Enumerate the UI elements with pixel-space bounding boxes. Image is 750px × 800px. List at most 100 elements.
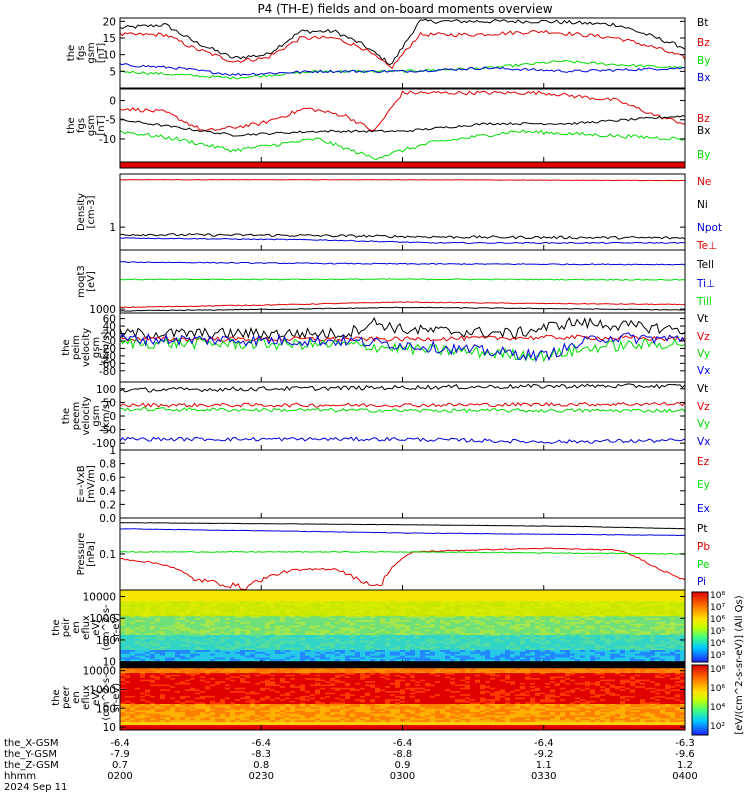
series-2-1 [120,90,685,132]
y-axis-label-line: gsm [91,405,102,426]
legend-entry-Pb: Pb [697,541,710,553]
ephemeris-value: -6.4 [110,738,130,749]
series-5-2 [120,334,685,342]
series-8-4 [120,528,685,537]
ephemeris-value: -6.4 [393,738,413,749]
ephemeris-value: -6.3 [675,738,695,749]
y-axis-label-line: [km/s] [101,331,112,363]
legend-entry-Bz: Bz [697,113,710,125]
legend-entry-Vx: Vx [697,365,710,377]
y-axis-label-line: velocity [81,396,92,435]
colorbar-tick: 10³ [710,651,725,661]
y-axis-label-line: [mV/m] [86,465,97,503]
series-6-1 [120,383,685,393]
y-axis-label-line: [nT] [96,43,107,63]
y-tick-label: 0.4 [99,486,116,498]
colorbar-tick: 10⁷ [710,603,725,613]
series-1-2 [120,29,685,70]
saturation-bar-frame [119,161,686,169]
y-axis-label-line: sr-eV) [111,613,122,642]
y-axis-label-line: the [66,117,77,133]
panel-7: 0.0 0.20.4 0.60.8 1 E=-VxB [mV/m] Ez Ey Ex [76,445,710,525]
y-tick-label: 5 [109,66,116,78]
colorbar-tick: 10⁸ [710,665,725,675]
y-tick-label: 1000 [89,684,116,696]
y-axis-label-line: gsm [86,42,97,63]
ephemeris-value: -8.8 [393,749,413,760]
y-tick-label: 0 [109,96,116,108]
series-1-1 [120,18,685,66]
y-axis-label-line: [nPa] [86,541,97,567]
colorbar-label: [eV/(cm^2-s-sr-eV)] (All Qs) [734,595,745,734]
legend-entry-Te⊥: Te⊥ [696,240,717,252]
y-tick-label: 0.2 [99,499,116,511]
colorbar-tick: 10⁸ [710,591,725,601]
series-3-1 [120,179,685,182]
y-axis-label-line: eV/ [91,689,102,706]
series-4-1 [120,301,685,309]
y-tick-label: -60 [99,358,116,370]
y-axis-label-line: sr-eV) [111,683,122,712]
y-axis-label-6: the peem velocity gsm [km/s] [61,396,112,435]
colorbar-tick: 10⁵ [710,627,725,637]
y-tick-label: 20 [103,329,116,341]
colorbar-tick: 10⁴ [710,639,725,649]
ephemeris-value: 0230 [249,771,274,782]
legend-entry-Npot: Npot [697,222,722,234]
y-axis-label-line: [nT] [96,115,107,135]
y-tick-label: 0 [109,336,116,348]
ephemeris-value: -8.3 [251,749,271,760]
series-5-3 [120,337,685,363]
y-axis-label-3: Density [cm-3] [76,193,97,231]
y-axis-label-line: [cm-3] [86,195,97,228]
y-axis-label-9: the peir en eflux eV/(cm^2-s-sr-eV) [51,604,122,651]
y-axis-label-8: Pressure [nPa] [76,533,97,576]
series-8-1 [120,522,685,530]
legend-entry-Tell: Tell [696,259,714,271]
ephemeris-value: 1.2 [677,760,693,771]
series-1-4 [120,63,685,76]
series-4-3 [120,261,685,266]
y-axis-label-line: en [71,621,82,634]
y-axis-label-line: the [61,408,72,424]
ephemeris-label: the_Z-GSM [4,760,59,771]
series-5-4 [120,332,685,363]
y-tick-label: -40 [99,351,116,363]
y-tick-label: 20 [103,16,116,28]
panel-1: 5 10 15 20 the fgs gsm [nT] Bt Bz By Bx [66,16,710,89]
y-axis-label-line: peir [61,617,72,637]
y-axis-label-10: the peer en eflux eV/(cm^2-s-sr-eV) [51,674,122,721]
ephemeris-value: 0.9 [395,760,411,771]
ephemeris-value: 0330 [531,771,556,782]
y-tick-label: 100 [96,635,116,647]
series-6-4 [120,436,685,445]
y-axis-label-line: E=-VxB [76,465,87,502]
y-tick-label: 10000 [83,592,116,604]
legend-entry-Bt: Bt [697,17,708,29]
saturation-bar [120,162,685,168]
legend-entry-Bz: Bz [697,37,710,49]
legend-entry-Ex: Ex [697,503,710,515]
legend-entry-By: By [697,149,710,161]
ephemeris-value: -9.2 [534,749,554,760]
y-axis-label-line: fgs [76,118,87,133]
y-tick-label: 1 [109,445,116,457]
y-tick-label: 100 [96,703,116,715]
legend-entry-Vt: Vt [697,313,708,325]
y-axis-label-line: Density [76,193,87,231]
colorbar-tick: 10⁶ [710,615,725,625]
ephemeris-value: -6.4 [251,738,271,749]
date-label: 2024 Sep 11 [4,782,67,793]
y-tick-label: 40 [103,321,116,333]
y-axis-label-line: peem [71,402,82,430]
legend-entry-Vz: Vz [697,401,710,413]
y-axis-label-line: the [61,339,72,355]
y-tick-label: 0.6 [99,472,116,484]
y-tick-label: -10 [99,134,116,146]
y-tick-label: -5 [106,115,116,127]
